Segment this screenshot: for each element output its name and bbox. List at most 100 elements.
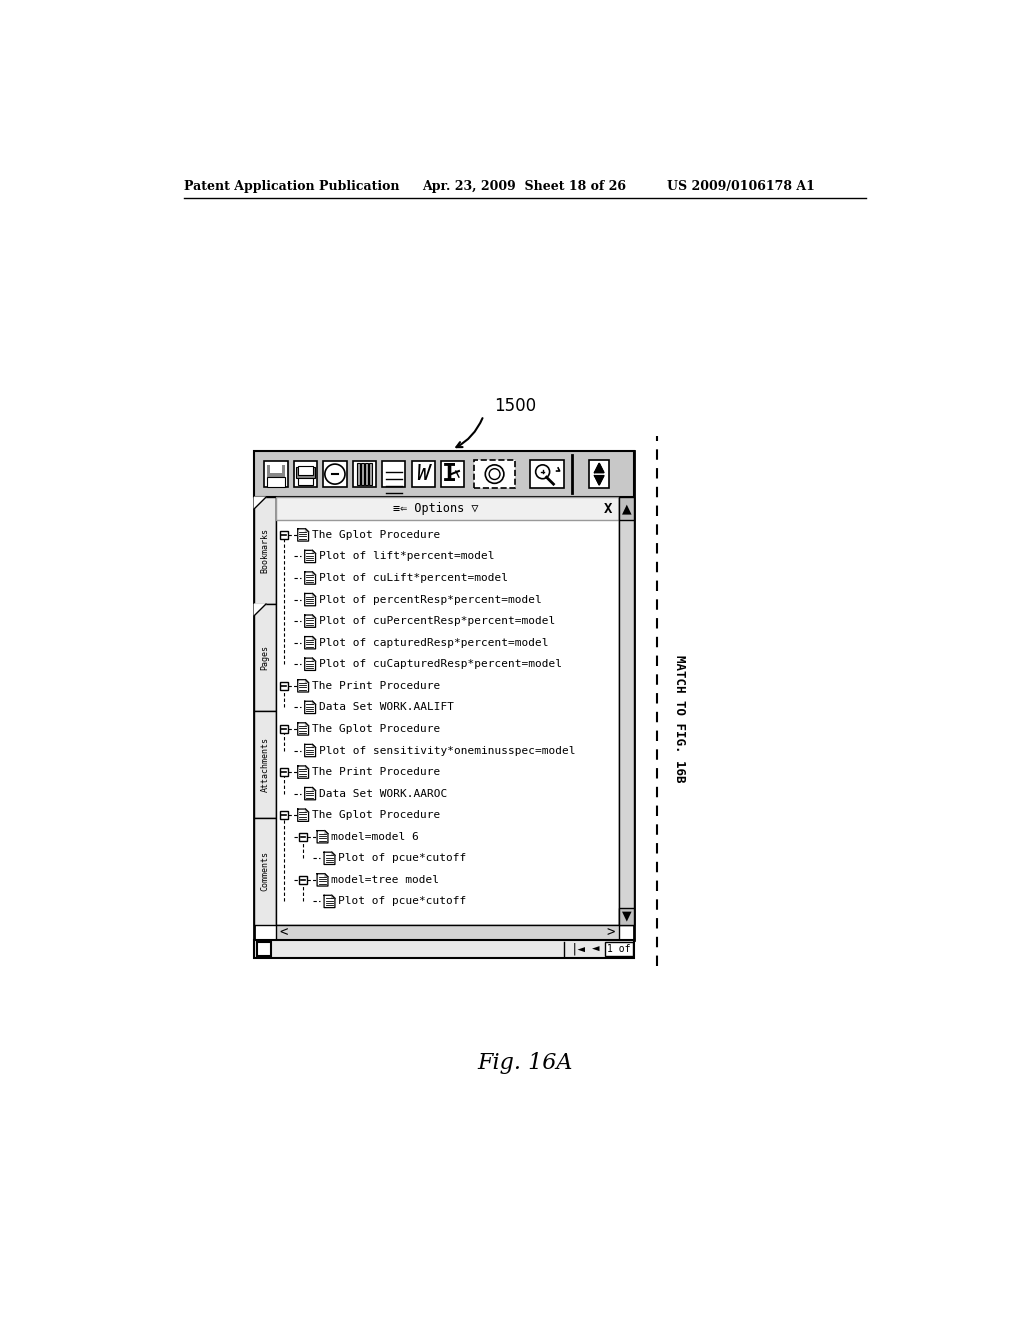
Text: The Print Procedure: The Print Procedure <box>311 767 440 777</box>
Bar <box>257 942 270 956</box>
Bar <box>254 451 634 498</box>
Bar <box>254 817 276 924</box>
Text: MATCH TO FIG. 16B: MATCH TO FIG. 16B <box>673 655 685 783</box>
Polygon shape <box>317 830 328 843</box>
Text: The Gplot Procedure: The Gplot Procedure <box>311 810 440 820</box>
Polygon shape <box>305 550 315 562</box>
Polygon shape <box>305 809 308 812</box>
Polygon shape <box>324 895 335 908</box>
Text: model=model 6: model=model 6 <box>331 832 419 842</box>
Polygon shape <box>332 853 335 855</box>
Text: Plot of percentResp*percent=model: Plot of percentResp*percent=model <box>318 594 542 605</box>
Polygon shape <box>298 766 308 779</box>
Polygon shape <box>254 498 266 508</box>
Polygon shape <box>305 723 308 726</box>
Text: Fig. 16A: Fig. 16A <box>477 1052 572 1074</box>
Text: 1 of: 1 of <box>607 944 631 954</box>
Polygon shape <box>305 572 315 585</box>
Bar <box>280 812 288 818</box>
Bar <box>618 908 634 924</box>
Polygon shape <box>298 723 308 735</box>
Text: model=tree model: model=tree model <box>331 875 439 884</box>
Polygon shape <box>317 874 328 886</box>
Text: Data Set WORK.AAROC: Data Set WORK.AAROC <box>318 788 446 799</box>
Bar <box>294 461 317 487</box>
Polygon shape <box>595 475 604 484</box>
Polygon shape <box>305 701 315 714</box>
Bar <box>254 498 276 605</box>
Bar <box>266 478 286 487</box>
Bar <box>276 498 618 924</box>
Bar <box>254 451 634 940</box>
Bar <box>270 465 283 473</box>
Text: I: I <box>442 462 457 486</box>
Bar <box>352 461 376 487</box>
Bar <box>618 498 634 520</box>
Polygon shape <box>324 853 335 865</box>
Text: Plot of cuPercentResp*percent=model: Plot of cuPercentResp*percent=model <box>318 616 555 626</box>
Polygon shape <box>298 529 308 541</box>
Text: Attachments: Attachments <box>261 737 269 792</box>
Bar <box>254 711 276 817</box>
Polygon shape <box>305 529 308 532</box>
Bar <box>264 461 288 487</box>
Bar <box>254 940 634 958</box>
Bar <box>298 466 313 475</box>
Polygon shape <box>325 874 328 876</box>
Text: W: W <box>417 465 430 484</box>
Bar <box>366 463 369 484</box>
Polygon shape <box>595 463 604 473</box>
Text: Plot of cuLift*percent=model: Plot of cuLift*percent=model <box>318 573 508 583</box>
Bar <box>360 463 364 484</box>
Bar <box>369 463 372 484</box>
Bar <box>441 461 464 487</box>
Polygon shape <box>305 615 315 627</box>
Text: Pages: Pages <box>261 645 269 671</box>
Polygon shape <box>312 701 315 705</box>
Text: Plot of pcue*cutoff: Plot of pcue*cutoff <box>338 896 466 907</box>
Polygon shape <box>305 594 315 606</box>
Text: Plot of capturedResp*percent=model: Plot of capturedResp*percent=model <box>318 638 548 648</box>
Bar <box>604 942 633 956</box>
Text: Plot of cuCapturedResp*percent=model: Plot of cuCapturedResp*percent=model <box>318 659 561 669</box>
Text: Apr. 23, 2009  Sheet 18 of 26: Apr. 23, 2009 Sheet 18 of 26 <box>423 181 627 194</box>
Polygon shape <box>312 572 315 576</box>
Bar <box>254 605 276 711</box>
Text: Plot of sensitivity*oneminusspec=model: Plot of sensitivity*oneminusspec=model <box>318 746 575 755</box>
Polygon shape <box>305 788 315 800</box>
Text: ▲: ▲ <box>622 502 631 515</box>
Polygon shape <box>312 636 315 640</box>
Bar <box>280 682 288 689</box>
Text: ◄: ◄ <box>592 942 599 956</box>
Bar <box>298 478 313 484</box>
Text: <: < <box>280 925 288 940</box>
Polygon shape <box>305 766 308 770</box>
Bar <box>382 461 406 487</box>
Text: Data Set WORK.AALIFT: Data Set WORK.AALIFT <box>318 702 454 713</box>
Text: ≡⇐ Options ▽: ≡⇐ Options ▽ <box>393 502 478 515</box>
Bar <box>276 924 618 940</box>
Bar <box>356 463 359 484</box>
Text: Bookmarks: Bookmarks <box>261 528 269 573</box>
Text: |◄: |◄ <box>570 942 586 956</box>
Text: Comments: Comments <box>261 851 269 891</box>
Polygon shape <box>305 659 315 671</box>
Polygon shape <box>332 895 335 899</box>
Text: >: > <box>606 925 615 940</box>
Polygon shape <box>312 550 315 553</box>
Bar <box>299 876 307 884</box>
Bar <box>530 461 564 488</box>
Polygon shape <box>312 659 315 661</box>
Bar <box>589 461 609 488</box>
Bar <box>324 461 346 487</box>
Text: US 2009/0106178 A1: US 2009/0106178 A1 <box>667 181 814 194</box>
Polygon shape <box>312 594 315 597</box>
Text: ▼: ▼ <box>622 909 631 923</box>
Polygon shape <box>298 680 308 692</box>
Polygon shape <box>325 830 328 834</box>
Text: The Print Procedure: The Print Procedure <box>311 681 440 690</box>
Bar <box>280 768 288 776</box>
Bar <box>296 467 314 478</box>
Polygon shape <box>298 809 308 821</box>
Polygon shape <box>312 744 315 747</box>
